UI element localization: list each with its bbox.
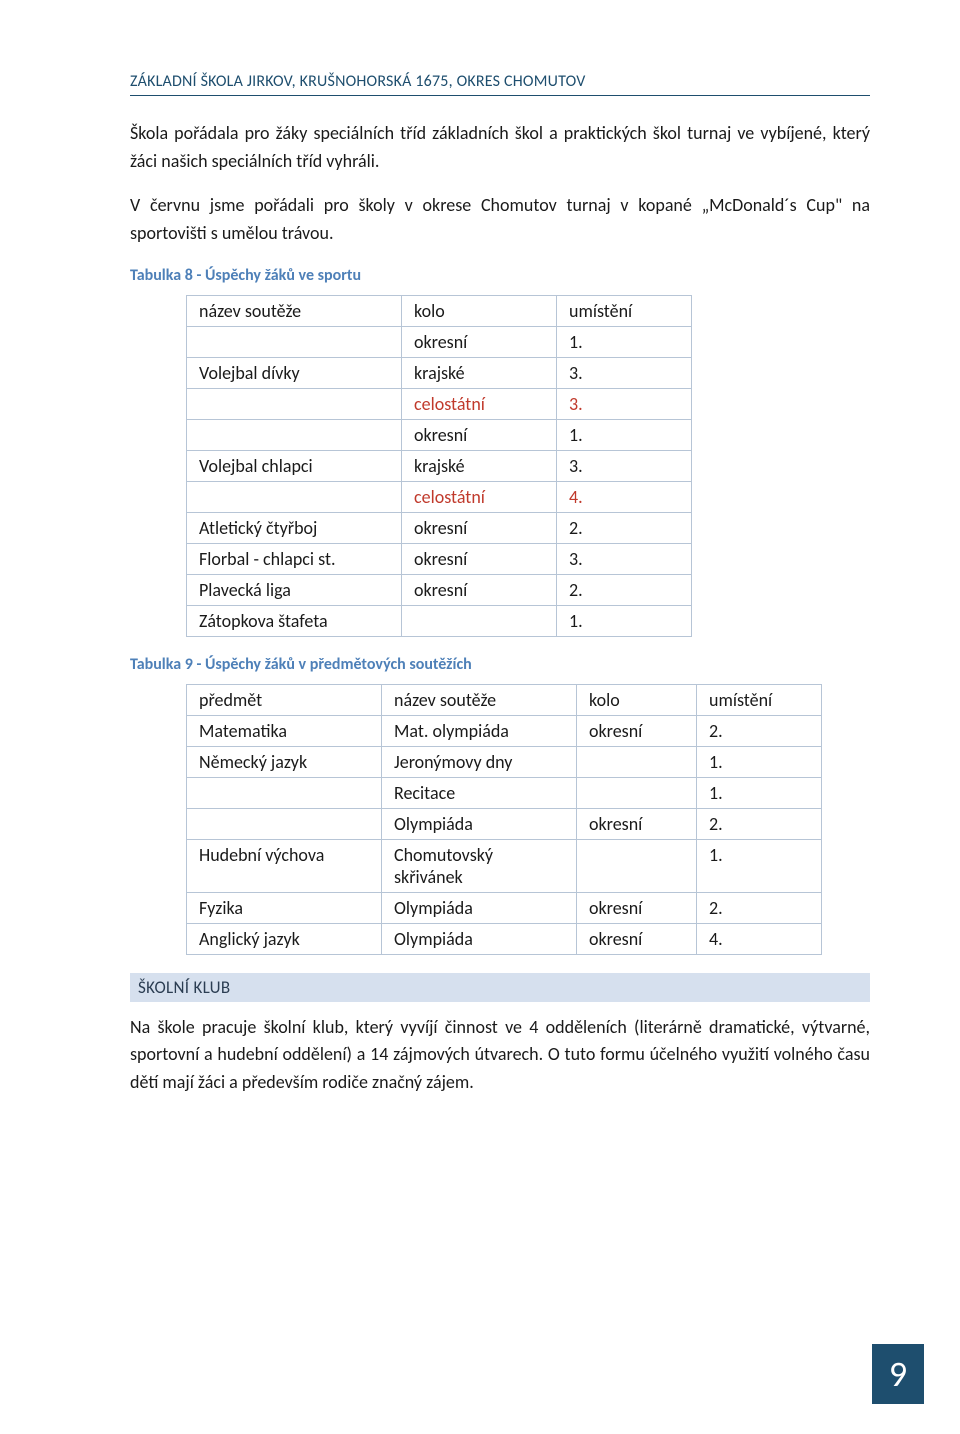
table-cell: 2. (557, 512, 692, 543)
table-cell: okresní (402, 574, 557, 605)
header-rule (130, 95, 870, 96)
table-cell: Chomutovský skřivánek (382, 839, 577, 892)
table-cell (187, 326, 402, 357)
table-cell: 4. (697, 923, 822, 954)
table-row: celostátní3. (187, 388, 692, 419)
table-cell: 2. (697, 808, 822, 839)
table-header-cell: umístění (557, 295, 692, 326)
table-header-cell: předmět (187, 684, 382, 715)
table-row: okresní1. (187, 419, 692, 450)
page-header: ZÁKLADNÍ ŠKOLA JIRKOV, KRUŠNOHORSKÁ 1675… (130, 72, 870, 91)
table-cell: Zátopkova štafeta (187, 605, 402, 636)
table-cell: Fyzika (187, 892, 382, 923)
table-cell: Plavecká liga (187, 574, 402, 605)
table-cell: krajské (402, 357, 557, 388)
table-cell (577, 777, 697, 808)
table-row: Hudební výchovaChomutovský skřivánek 1. (187, 839, 822, 892)
table-cell: 1. (557, 419, 692, 450)
table-sport-results: název soutěžekoloumístěníokresní1.Volejb… (186, 295, 692, 637)
table-cell: Anglický jazyk (187, 923, 382, 954)
table-caption-2: Tabulka 9 - Úspěchy žáků v předmětových … (130, 655, 870, 674)
table-cell: Atletický čtyřboj (187, 512, 402, 543)
table-cell (187, 777, 382, 808)
paragraph-3: Na škole pracuje školní klub, který vyví… (130, 1014, 870, 1098)
table-row: Olympiádaokresní2. (187, 808, 822, 839)
table-header-cell: název soutěže (187, 295, 402, 326)
table-cell: 3. (557, 388, 692, 419)
table-cell: 2. (697, 892, 822, 923)
table-cell (187, 481, 402, 512)
table-cell: Volejbal dívky (187, 357, 402, 388)
table-row: Atletický čtyřbojokresní2. (187, 512, 692, 543)
table-cell: okresní (402, 512, 557, 543)
page-number: 9 (872, 1344, 924, 1404)
table-cell: Olympiáda (382, 808, 577, 839)
table-cell: okresní (402, 326, 557, 357)
table-row: MatematikaMat. olympiádaokresní2. (187, 715, 822, 746)
table-cell: celostátní (402, 481, 557, 512)
table-cell: 1. (557, 326, 692, 357)
table-cell: Recitace (382, 777, 577, 808)
table-row: Německý jazykJeronýmovy dny 1. (187, 746, 822, 777)
table-cell: Olympiáda (382, 892, 577, 923)
table-cell: krajské (402, 450, 557, 481)
table-cell: 2. (697, 715, 822, 746)
table-cell: 3. (557, 357, 692, 388)
table-cell: okresní (402, 543, 557, 574)
table-cell: Německý jazyk (187, 746, 382, 777)
table-row: Anglický jazykOlympiádaokresní4. (187, 923, 822, 954)
table-cell: Olympiáda (382, 923, 577, 954)
table-cell: 1. (557, 605, 692, 636)
table-row: FyzikaOlympiádaokresní2. (187, 892, 822, 923)
table-row: Plavecká ligaokresní2. (187, 574, 692, 605)
paragraph-2: V červnu jsme pořádali pro školy v okres… (130, 192, 870, 248)
table-cell: 1. (697, 746, 822, 777)
table-row: Volejbal dívkykrajské3. (187, 357, 692, 388)
table-cell (187, 808, 382, 839)
table-row: Volejbal chlapcikrajské3. (187, 450, 692, 481)
table-cell: Matematika (187, 715, 382, 746)
table-cell: 3. (557, 543, 692, 574)
table-row: okresní1. (187, 326, 692, 357)
table-row: Recitace 1. (187, 777, 822, 808)
table-row: Zátopkova štafeta 1. (187, 605, 692, 636)
table-subject-results: předmětnázev soutěžekoloumístěníMatemati… (186, 684, 822, 955)
table-cell: Florbal - chlapci st. (187, 543, 402, 574)
table-cell: Volejbal chlapci (187, 450, 402, 481)
table-caption-1: Tabulka 8 - Úspěchy žáků ve sportu (130, 266, 870, 285)
table-header-cell: kolo (402, 295, 557, 326)
table-cell (577, 746, 697, 777)
table-cell (187, 419, 402, 450)
table-cell: Hudební výchova (187, 839, 382, 892)
table-cell: 1. (697, 777, 822, 808)
table-row: Florbal - chlapci st.okresní3. (187, 543, 692, 574)
table-row: celostátní4. (187, 481, 692, 512)
table-cell: okresní (577, 892, 697, 923)
table-cell: okresní (402, 419, 557, 450)
table-header-cell: název soutěže (382, 684, 577, 715)
table-cell: Mat. olympiáda (382, 715, 577, 746)
paragraph-1: Škola pořádala pro žáky speciálních tříd… (130, 120, 870, 176)
table-cell: 3. (557, 450, 692, 481)
table-cell: okresní (577, 715, 697, 746)
table-cell: 1. (697, 839, 822, 892)
table-cell: okresní (577, 808, 697, 839)
table-cell (402, 605, 557, 636)
page: ZÁKLADNÍ ŠKOLA JIRKOV, KRUŠNOHORSKÁ 1675… (0, 0, 960, 1193)
table-header-cell: umístění (697, 684, 822, 715)
table-header-cell: kolo (577, 684, 697, 715)
table-cell: Jeronýmovy dny (382, 746, 577, 777)
table-cell: celostátní (402, 388, 557, 419)
table-cell: 4. (557, 481, 692, 512)
table-cell: okresní (577, 923, 697, 954)
table-cell (187, 388, 402, 419)
table-cell (577, 839, 697, 892)
table-cell: 2. (557, 574, 692, 605)
section-heading-school-club: ŠKOLNÍ KLUB (130, 973, 870, 1002)
